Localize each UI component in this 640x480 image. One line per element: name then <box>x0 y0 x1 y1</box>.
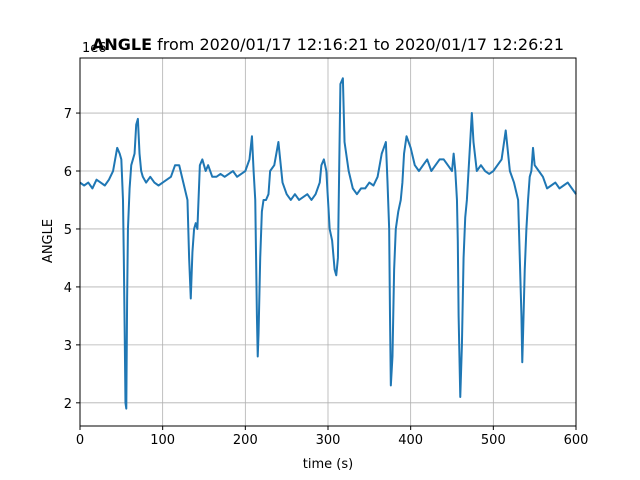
x-tick-label: 100 <box>150 433 175 448</box>
grid <box>79 58 577 426</box>
y-axis-label: ANGLE <box>41 219 56 263</box>
y-axis: 2 3 4 5 6 7 <box>64 107 80 412</box>
y-tick-label: 7 <box>64 107 72 122</box>
chart-title-bold: ANGLE <box>92 35 152 54</box>
x-tick-label: 400 <box>398 433 423 448</box>
y-offset-label: 1e6 <box>82 41 107 56</box>
y-tick-label: 2 <box>64 397 72 412</box>
y-tick-label: 3 <box>64 339 72 354</box>
x-tick-label: 300 <box>316 433 341 448</box>
x-tick-label: 600 <box>564 433 589 448</box>
x-tick-label: 200 <box>233 433 258 448</box>
x-axis: 0 100 200 300 400 500 600 <box>76 426 589 448</box>
y-tick-label: 6 <box>64 165 72 180</box>
chart-title: ANGLE from 2020/01/17 12:16:21 to 2020/0… <box>92 35 564 54</box>
x-axis-label: time (s) <box>303 457 353 472</box>
series-line <box>79 77 577 410</box>
y-tick-label: 4 <box>64 281 72 296</box>
x-tick-label: 500 <box>481 433 506 448</box>
chart-title-rest: from 2020/01/17 12:16:21 to 2020/01/17 1… <box>152 35 564 54</box>
y-tick-label: 5 <box>64 223 72 238</box>
x-tick-label: 0 <box>76 433 84 448</box>
series-layer <box>79 77 577 410</box>
